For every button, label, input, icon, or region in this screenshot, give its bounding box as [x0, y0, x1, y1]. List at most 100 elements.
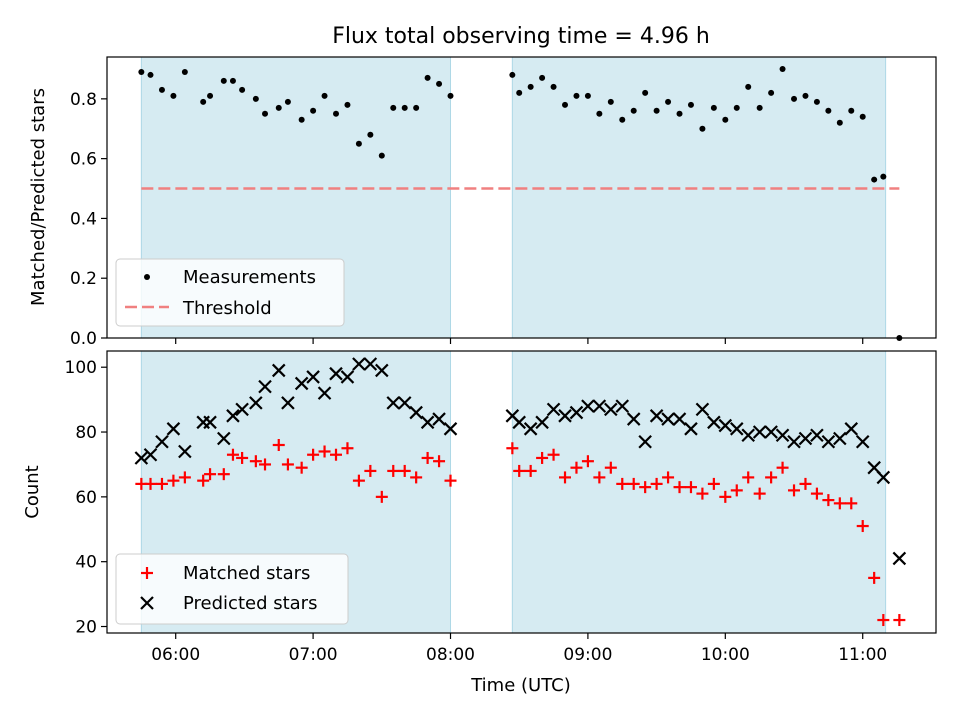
predicted-star-point	[707, 415, 721, 430]
matched-star-point	[627, 477, 640, 490]
measurement-point	[321, 92, 328, 99]
matched-star-point	[822, 494, 835, 507]
predicted-star-point	[569, 405, 584, 420]
predicted-star-point	[558, 409, 572, 423]
measurement-point	[880, 173, 887, 180]
predicted-star-point	[512, 415, 526, 430]
matched-star-point	[696, 487, 709, 500]
shaded-interval-2	[511, 350, 887, 634]
x-tick-label: 10:00	[701, 645, 750, 665]
measurement-point	[710, 104, 717, 111]
measurement-point	[147, 71, 154, 78]
measurement-point	[401, 104, 408, 111]
matched-star-point	[281, 458, 294, 471]
matched-star-point	[318, 445, 331, 458]
measurement-point	[252, 95, 259, 102]
legend-measurements-marker	[144, 274, 150, 280]
matched-star-point	[868, 571, 881, 584]
y-tick-label: 0.6	[70, 150, 97, 170]
measurement-point	[516, 89, 523, 96]
measurement-point	[367, 131, 374, 138]
measurement-point	[436, 80, 443, 87]
bottom-x-axis: 06:00 07:00 08:00 09:00 10:00 11:00	[151, 633, 887, 665]
matched-star-point	[593, 471, 606, 484]
matched-star-point	[570, 461, 583, 474]
predicted-star-point	[775, 428, 790, 443]
predicted-star-point	[217, 431, 231, 446]
top-measurements-series	[138, 65, 903, 341]
measurement-point	[355, 140, 362, 147]
y-tick-label: 20	[75, 618, 97, 638]
measurement-point	[859, 113, 866, 120]
measurement-point	[584, 92, 591, 99]
x-axis-label: Time (UTC)	[470, 675, 571, 696]
matched-star-point	[893, 614, 906, 627]
matched-star-point	[421, 451, 434, 464]
measurement-point	[825, 107, 832, 114]
measurement-point	[653, 107, 660, 114]
matched-star-point	[662, 471, 675, 484]
measurement-point	[284, 98, 291, 105]
matched-star-point	[673, 481, 686, 494]
predicted-star-point	[615, 399, 630, 413]
predicted-star-point	[294, 376, 309, 391]
matched-star-point	[236, 451, 249, 464]
shaded-interval-2	[511, 56, 887, 339]
chart-title: Flux total observing time = 4.96 h	[332, 24, 710, 49]
measurement-point	[220, 77, 227, 84]
predicted-star-point	[363, 357, 378, 371]
measurement-point	[562, 101, 569, 108]
predicted-star-point	[386, 396, 401, 410]
bottom-axes-frame	[106, 350, 937, 634]
predicted-star-point	[432, 412, 446, 426]
measurement-point	[344, 101, 351, 108]
measurement-point	[229, 77, 236, 84]
measurement-point	[298, 116, 305, 123]
matched-star-point	[765, 471, 778, 484]
x-tick-label: 07:00	[289, 645, 338, 665]
predicted-star-point	[581, 399, 595, 413]
measurement-point	[836, 119, 843, 126]
y-tick-label: 80	[75, 423, 97, 443]
measurement-point	[207, 92, 214, 99]
bottom-matched-series	[135, 439, 906, 627]
measurement-point	[607, 98, 614, 105]
measurement-point	[687, 101, 694, 108]
matched-star-point	[444, 474, 457, 487]
measurement-point	[779, 65, 786, 72]
matched-star-point	[178, 471, 191, 484]
predicted-star-point	[443, 422, 458, 436]
measurement-point	[262, 110, 269, 117]
predicted-star-point	[329, 366, 343, 381]
predicted-star-point	[672, 412, 687, 426]
matched-star-point	[742, 471, 755, 484]
predicted-star-point	[764, 425, 778, 439]
predicted-star-point	[546, 402, 561, 417]
matched-star-point	[144, 477, 157, 490]
predicted-star-point	[281, 396, 295, 410]
y-tick-label: 60	[75, 488, 97, 508]
measurement-point	[550, 83, 557, 90]
matched-star-point	[226, 448, 239, 461]
measurement-point	[181, 68, 188, 75]
matched-star-point	[155, 477, 168, 490]
predicted-star-point	[876, 470, 891, 485]
legend-matched-marker	[141, 567, 153, 579]
x-tick-label: 11:00	[838, 645, 887, 665]
matched-star-point	[845, 497, 858, 510]
matched-star-point	[341, 442, 354, 455]
measurement-point	[447, 92, 454, 99]
measurement-point	[630, 107, 637, 114]
matched-star-point	[307, 448, 320, 461]
predicted-star-point	[306, 370, 320, 384]
measurement-point	[509, 71, 516, 78]
matched-star-point	[197, 474, 210, 487]
predicted-star-point	[178, 444, 192, 459]
predicted-star-point	[787, 434, 801, 449]
matched-star-point	[833, 497, 846, 510]
matched-star-point	[776, 461, 789, 474]
predicted-star-point	[409, 405, 423, 420]
predicted-star-point	[821, 434, 836, 449]
matched-star-point	[259, 458, 272, 471]
